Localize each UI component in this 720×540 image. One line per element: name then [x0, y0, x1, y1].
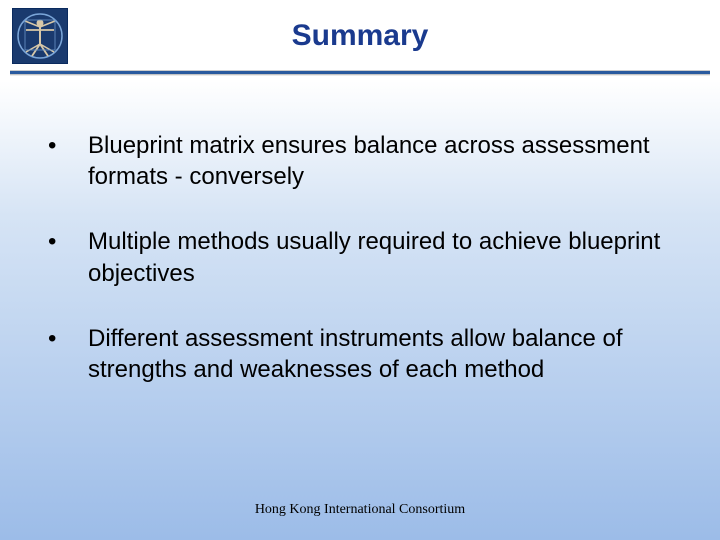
- header: Summary: [0, 0, 720, 68]
- bullet-marker: •: [48, 226, 88, 288]
- logo-badge: [12, 8, 68, 64]
- bullet-item: • Multiple methods usually required to a…: [48, 226, 672, 288]
- bullet-item: • Different assessment instruments allow…: [48, 323, 672, 385]
- content-area: • Blueprint matrix ensures balance acros…: [0, 76, 720, 385]
- vitruvian-icon: [16, 12, 64, 60]
- bullet-text: Different assessment instruments allow b…: [88, 323, 672, 385]
- footer-text: Hong Kong International Consortium: [0, 502, 720, 518]
- bullet-marker: •: [48, 130, 88, 192]
- bullet-marker: •: [48, 323, 88, 385]
- slide-title: Summary: [68, 19, 708, 53]
- bullet-text: Blueprint matrix ensures balance across …: [88, 130, 672, 192]
- bullet-text: Multiple methods usually required to ach…: [88, 226, 672, 288]
- bullet-item: • Blueprint matrix ensures balance acros…: [48, 130, 672, 192]
